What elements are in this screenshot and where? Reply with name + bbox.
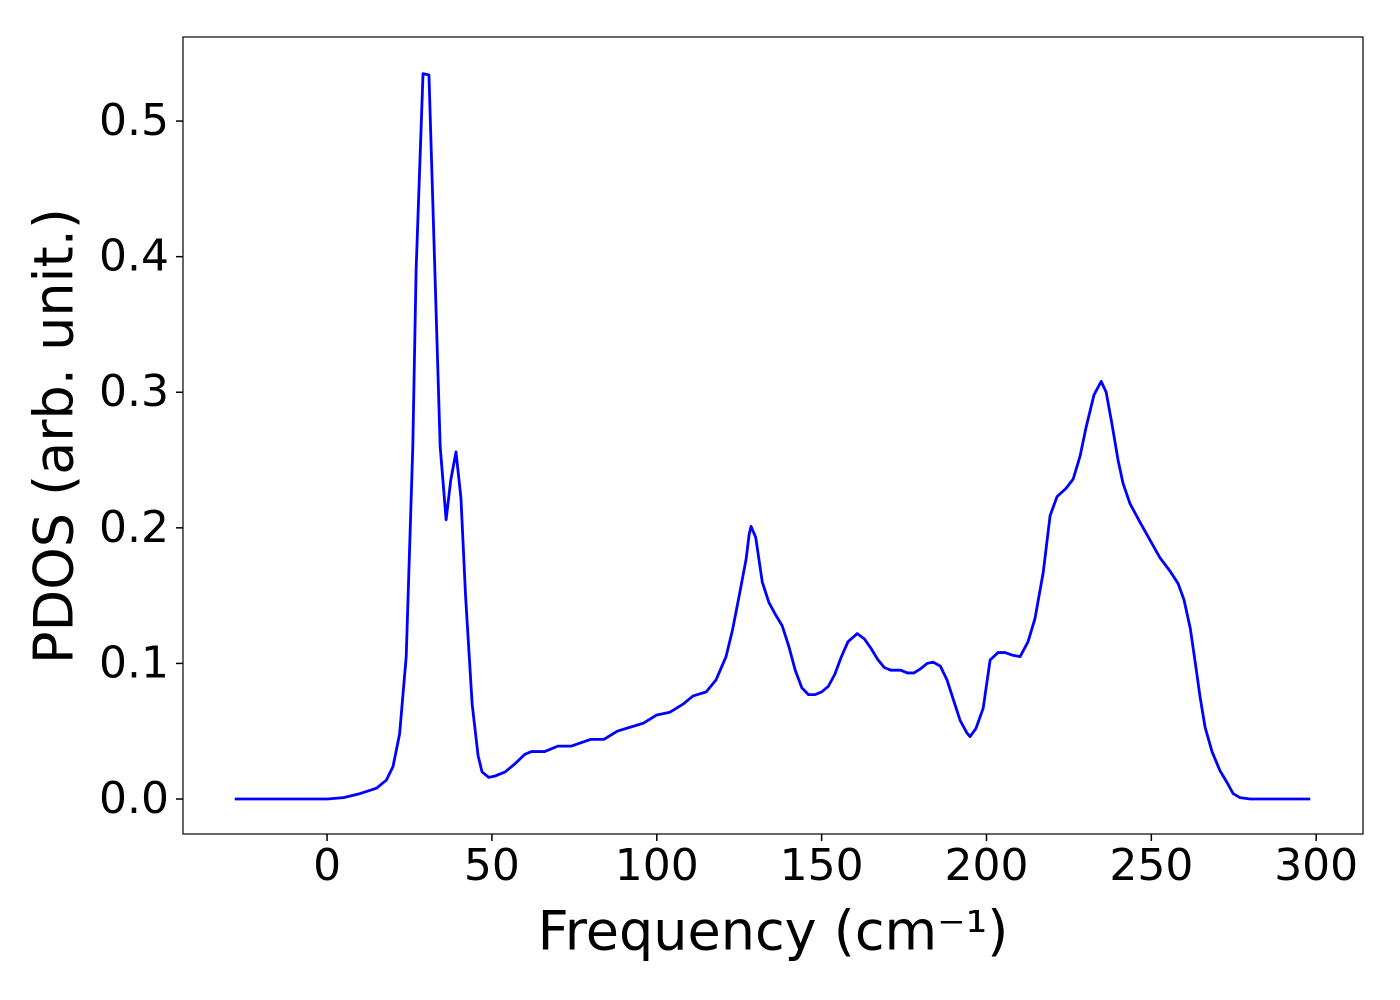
y-tick-label: 0.1 <box>99 637 169 688</box>
y-tick-label: 0.4 <box>99 231 169 282</box>
data-line <box>234 72 1311 801</box>
x-tick-label: 100 <box>615 840 699 891</box>
x-tick-label: 0 <box>313 840 341 891</box>
y-tick-label: 0.2 <box>99 502 169 553</box>
y-tick-label: 0.5 <box>99 95 169 146</box>
y-tick-label: 0.0 <box>99 773 169 824</box>
x-tick-label: 150 <box>780 840 864 891</box>
plot-frame <box>182 36 1364 835</box>
x-tick-label: 200 <box>944 840 1028 891</box>
y-tick-label: 0.3 <box>99 366 169 417</box>
x-tick-label: 50 <box>464 840 520 891</box>
y-axis-label: PDOS (arb. unit.) <box>23 208 86 664</box>
x-axis-label: Frequency (cm⁻¹) <box>538 900 1009 963</box>
x-tick-label: 250 <box>1109 840 1193 891</box>
x-tick-label: 300 <box>1274 840 1358 891</box>
